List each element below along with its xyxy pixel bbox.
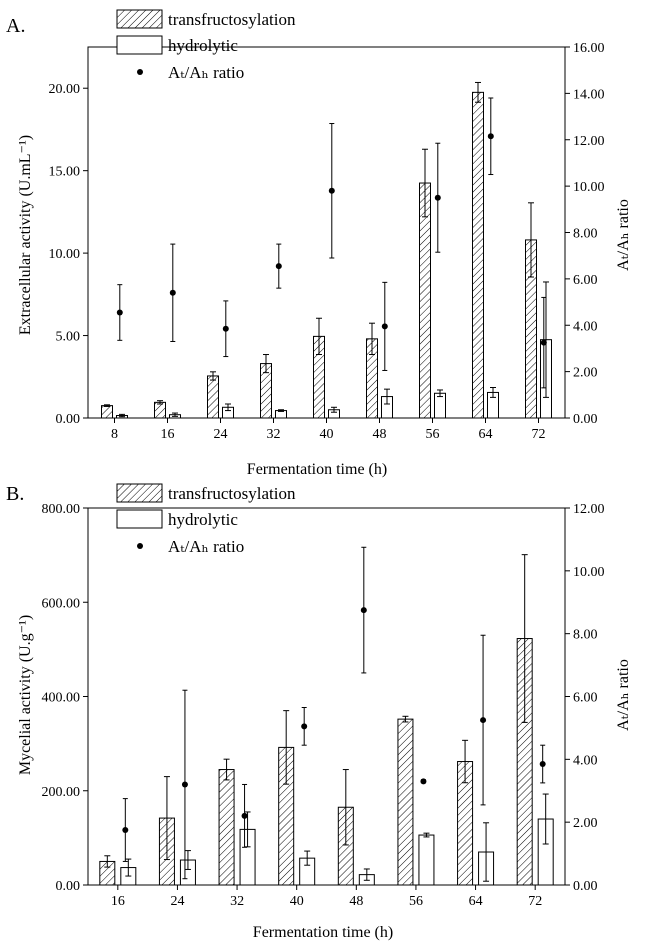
x-tick-label: 8: [111, 427, 118, 442]
x-tick-label: 48: [349, 894, 363, 909]
bar-transfructosylation: [419, 182, 431, 419]
y-tick-label: 800.00: [42, 502, 81, 517]
y2-tick-label: 2.00: [573, 816, 598, 831]
legend-marker-ratio: [137, 543, 143, 549]
point-ratio: [480, 717, 487, 724]
y2-tick-label: 14.00: [573, 87, 605, 102]
x-tick-label: 16: [161, 427, 175, 442]
y-tick-label: 10.00: [49, 247, 81, 262]
bar-transfructosylation: [472, 91, 484, 419]
point-ratio: [540, 339, 547, 346]
x-tick-label: 32: [230, 894, 244, 909]
y2-tick-label: 8.00: [573, 628, 598, 643]
y2-tick-label: 10.00: [573, 565, 605, 580]
x-tick-label: 16: [111, 894, 125, 909]
y2-tick-label: 2.00: [573, 366, 598, 381]
point-ratio: [122, 827, 129, 834]
panel-label-b: B.: [6, 483, 24, 505]
x-axis-label-b: Fermentation time (h): [253, 924, 393, 941]
y-axis-label-a: Extracellular activity (U.mL⁻¹): [17, 135, 34, 335]
y2-tick-label: 6.00: [573, 273, 598, 288]
point-ratio: [181, 781, 188, 788]
y-tick-label: 400.00: [42, 691, 81, 706]
x-tick-label: 56: [426, 427, 440, 442]
y2-tick-label: 0.00: [573, 412, 598, 427]
x-tick-label: 72: [528, 894, 542, 909]
x-tick-label: 24: [214, 427, 228, 442]
legend-swatch-transfructosylation: [116, 483, 163, 503]
point-ratio: [539, 761, 546, 768]
y-tick-label: 5.00: [56, 330, 81, 345]
y2-tick-label: 10.00: [573, 180, 605, 195]
y2-tick-label: 4.00: [573, 753, 598, 768]
point-ratio: [434, 194, 441, 201]
legend-label-hydrolytic: hydrolytic: [168, 510, 238, 529]
x-tick-label: 72: [532, 427, 546, 442]
panel-a: A. Fermentation time (h) Extracellular a…: [6, 9, 632, 478]
y-tick-label: 0.00: [56, 412, 81, 427]
y-tick-label: 15.00: [49, 165, 81, 180]
y-tick-label: 200.00: [42, 785, 81, 800]
y2-tick-label: 12.00: [573, 502, 605, 517]
y-tick-label: 0.00: [56, 879, 81, 894]
y2-tick-label: 4.00: [573, 319, 598, 334]
point-ratio: [487, 133, 494, 140]
legend-label-transfructosylation: transfructosylation: [168, 484, 296, 503]
bar-transfructosylation: [101, 405, 113, 419]
y-tick-label: 600.00: [42, 596, 81, 611]
bar-transfructosylation: [218, 769, 235, 886]
point-ratio: [222, 325, 229, 332]
y2-tick-label: 0.00: [573, 879, 598, 894]
x-tick-label: 32: [267, 427, 281, 442]
point-ratio: [420, 778, 427, 785]
x-tick-label: 40: [320, 427, 334, 442]
legend-label-hydrolytic: hydrolytic: [168, 36, 238, 55]
y-axis-label-b: Mycelial activity (U.g⁻¹): [17, 615, 34, 775]
point-ratio: [360, 607, 367, 614]
legend-swatch-hydrolytic: [116, 509, 163, 529]
x-tick-label: 40: [290, 894, 304, 909]
y2-tick-label: 12.00: [573, 134, 605, 149]
legend-label-ratio: Aₜ/Aₕ ratio: [168, 63, 244, 82]
x-tick-label: 48: [373, 427, 387, 442]
point-ratio: [301, 723, 308, 730]
legend-swatch-transfructosylation: [116, 9, 163, 29]
y2-axis-label-a: Aₜ/Aₕ ratio: [615, 199, 632, 271]
y2-tick-label: 8.00: [573, 227, 598, 242]
point-ratio: [241, 812, 248, 819]
legend-marker-ratio: [137, 69, 143, 75]
y-tick-label: 20.00: [49, 82, 81, 97]
y2-tick-label: 16.00: [573, 41, 605, 56]
panel-b: B. Fermentation time (h) Mycelial activi…: [6, 483, 632, 941]
legend-label-ratio: Aₜ/Aₕ ratio: [168, 537, 244, 556]
point-ratio: [116, 309, 123, 316]
point-ratio: [169, 289, 176, 296]
plot-frame: [87, 46, 566, 419]
bar-hydrolytic: [418, 834, 435, 886]
x-tick-label: 64: [479, 427, 493, 442]
point-ratio: [275, 263, 282, 270]
y2-tick-label: 6.00: [573, 691, 598, 706]
legend-label-transfructosylation: transfructosylation: [168, 10, 296, 29]
x-tick-label: 56: [409, 894, 423, 909]
x-tick-label: 64: [469, 894, 483, 909]
x-axis-label-a: Fermentation time (h): [247, 461, 387, 478]
point-ratio: [381, 323, 388, 330]
bar-transfructosylation: [397, 718, 414, 886]
bar-transfructosylation: [154, 401, 166, 419]
panel-label-a: A.: [6, 15, 25, 37]
bar-transfructosylation: [207, 375, 219, 419]
legend-swatch-hydrolytic: [116, 35, 163, 55]
point-ratio: [328, 187, 335, 194]
y2-axis-label-b: Aₜ/Aₕ ratio: [615, 659, 632, 731]
x-tick-label: 24: [170, 894, 184, 909]
